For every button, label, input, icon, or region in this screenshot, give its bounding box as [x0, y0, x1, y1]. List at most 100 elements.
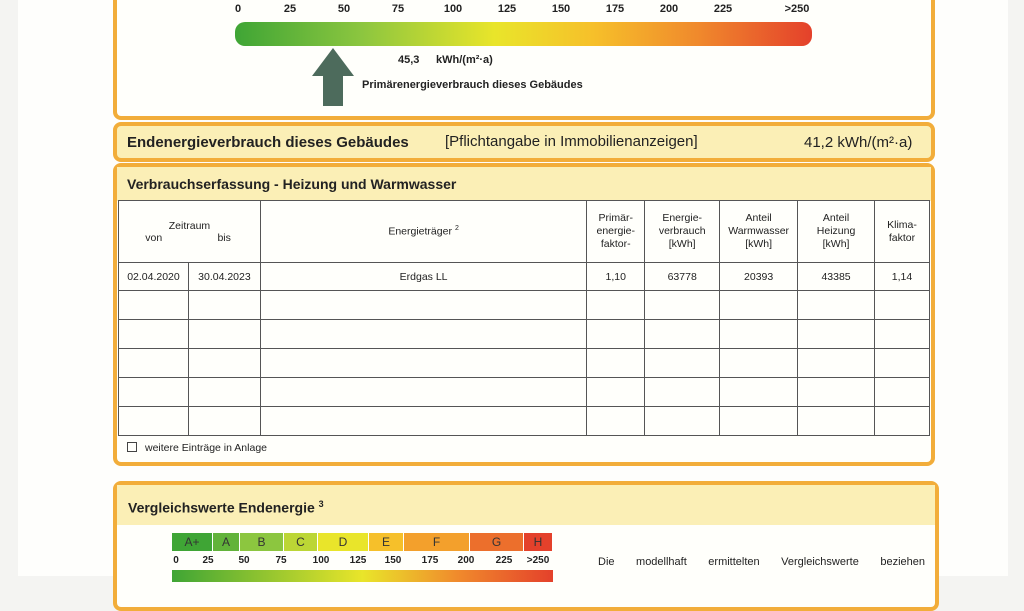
- header-line: Heizung: [816, 225, 856, 237]
- cell: [644, 348, 721, 378]
- class-segment: H: [524, 533, 553, 551]
- cell: [874, 290, 930, 320]
- header-line: verbrauch: [658, 225, 706, 237]
- scale-label: 0: [234, 3, 242, 15]
- cell: [187, 406, 261, 436]
- cell: [644, 290, 721, 320]
- empty-row: [118, 377, 930, 407]
- cell: [586, 290, 646, 320]
- header-row: Zeitraum Energieträger 2 Primär-energie-fak…: [118, 200, 930, 263]
- cell: [719, 290, 799, 320]
- cell: 1,10: [586, 262, 646, 291]
- header-cell: Energie-verbrauch [kWh]: [644, 200, 721, 263]
- energy-scale-bar: [235, 22, 812, 46]
- cell: [259, 406, 588, 436]
- cell: 30.04.2023: [187, 262, 261, 291]
- header-cell: Anteil Heizung [kWh]: [797, 200, 876, 263]
- header-cell: von: [118, 231, 189, 263]
- scale-label: 25: [202, 555, 214, 566]
- header-line: faktor: [888, 231, 916, 244]
- scale-label: 25: [283, 3, 297, 15]
- cell: [719, 319, 799, 349]
- cell: [586, 348, 646, 378]
- header-line: energie-: [596, 225, 636, 237]
- final-title: Endenergieverbrauch dieses Gebäudes: [127, 134, 409, 151]
- primary-unit: kWh/(m²·a): [436, 54, 493, 66]
- class-segment: A: [213, 533, 240, 551]
- cell: [187, 290, 261, 320]
- final-note: [Pflichtangabe in Immobilienanzeigen]: [445, 133, 698, 150]
- header-cell: Energieträger 2: [259, 200, 588, 263]
- scale-label: 225: [495, 555, 513, 566]
- scale-label: 225: [713, 3, 733, 15]
- header-line: faktor-: [600, 238, 631, 250]
- cell: [719, 406, 799, 436]
- scale-label: 0: [173, 555, 179, 566]
- scale-label: 50: [337, 3, 351, 15]
- cell: Erdgas LL: [259, 262, 588, 291]
- arrow: [312, 48, 354, 106]
- sup: 3: [318, 499, 324, 509]
- header-cell: Primär-energie-faktor-: [586, 200, 646, 263]
- empty-row: [118, 406, 930, 436]
- cell: [118, 319, 189, 349]
- class-segment: G: [470, 533, 524, 551]
- scale-label: 75: [275, 555, 287, 566]
- cell: [644, 406, 721, 436]
- header-strip: [117, 485, 935, 525]
- header-line: Warmwasser: [728, 225, 790, 237]
- scale-label: 150: [551, 3, 571, 15]
- cell: 20393: [719, 262, 799, 291]
- cell: [118, 377, 189, 407]
- scale-label: 150: [384, 555, 402, 566]
- header-sup: 2: [454, 225, 459, 233]
- scale-label: 125: [497, 3, 517, 15]
- cell: [259, 377, 588, 407]
- class-segment: E: [369, 533, 404, 551]
- class-segment: A+: [172, 533, 213, 551]
- header-line: Primär-: [598, 212, 633, 224]
- comparison-text: Die modellhaft ermittelten Vergleichswer…: [598, 556, 925, 568]
- empty-row: [118, 319, 930, 349]
- consumption-title: Verbrauchserfassung - Heizung und Warmwa…: [127, 176, 457, 192]
- empty-row: [118, 348, 930, 378]
- cell: [187, 377, 261, 407]
- scale-label: 200: [457, 555, 475, 566]
- header-line: [kWh]: [822, 238, 850, 250]
- class-segment: D: [318, 533, 369, 551]
- scale-label: 125: [349, 555, 367, 566]
- header-cell: Klima-faktor: [874, 200, 930, 263]
- primary-energy-box: [113, 0, 935, 120]
- cell: [259, 319, 588, 349]
- cell: 1,14: [874, 262, 930, 291]
- cell: [797, 406, 876, 436]
- scale-label: 175: [605, 3, 625, 15]
- header-line: [kWh]: [668, 238, 696, 250]
- header-cell: bis: [188, 231, 261, 263]
- cell: [874, 348, 930, 378]
- cell: [719, 348, 799, 378]
- header-strip: [117, 167, 931, 201]
- scale-label: 100: [443, 3, 463, 15]
- cell: [118, 348, 189, 378]
- cell: [797, 348, 876, 378]
- cell: [586, 377, 646, 407]
- class-segment: B: [240, 533, 284, 551]
- footer-text: weitere Einträge in Anlage: [145, 442, 267, 454]
- scale-label: 75: [391, 3, 405, 15]
- comparison-title: Vergleichswerte Endenergie 3: [128, 499, 324, 516]
- cell: [797, 290, 876, 320]
- final-energy-box: [113, 122, 935, 162]
- cell: [586, 319, 646, 349]
- data-row: 02.04.2020 30.04.2023 Erdgas LL 1,10 63778 20…: [118, 262, 930, 291]
- cell: [118, 406, 189, 436]
- header-line: Anteil: [745, 212, 772, 224]
- cell: [719, 377, 799, 407]
- cell: [874, 319, 930, 349]
- class-segment: F: [404, 533, 470, 551]
- header-line: Energie-: [662, 212, 703, 224]
- cell: [187, 319, 261, 349]
- cell: [586, 406, 646, 436]
- class-segment: C: [284, 533, 318, 551]
- primary-value: 45,3: [398, 54, 420, 66]
